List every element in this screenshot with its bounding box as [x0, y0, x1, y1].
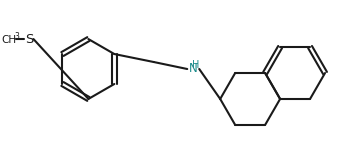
Text: S: S	[25, 33, 34, 46]
Text: H: H	[192, 60, 199, 70]
Text: CH: CH	[1, 35, 16, 45]
Text: 3: 3	[14, 32, 19, 41]
Text: N: N	[189, 61, 198, 74]
